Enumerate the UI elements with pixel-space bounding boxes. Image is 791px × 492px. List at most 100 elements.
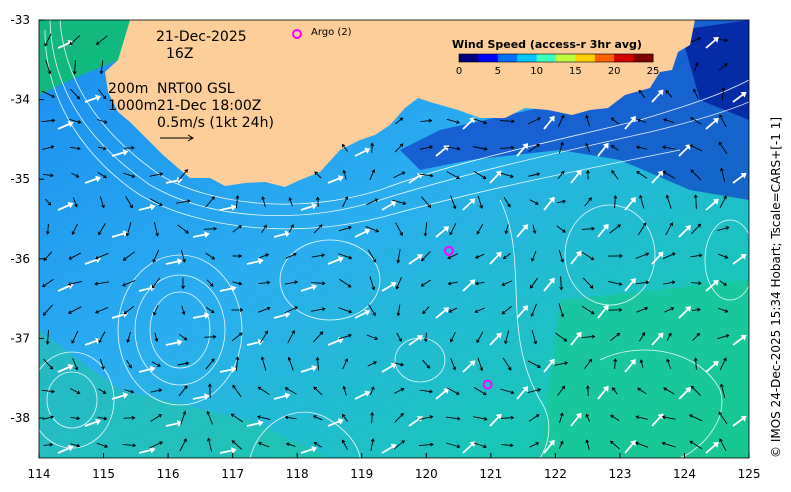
current-vector <box>473 416 488 421</box>
wind-vector <box>84 337 101 346</box>
wind-vector <box>543 358 555 373</box>
current-vector <box>421 251 431 262</box>
current-vector <box>260 330 269 344</box>
current-vector <box>689 144 703 152</box>
date-label: 21-Dec-2025 <box>156 29 247 45</box>
current-vector <box>423 332 428 343</box>
scale-label: 0.5m/s (1kt 24h) <box>157 115 274 131</box>
current-vector <box>97 416 108 421</box>
current-vector <box>97 118 108 124</box>
colorbar-tick-label: 5 <box>494 66 501 77</box>
current-vector <box>422 306 430 315</box>
wind-vector <box>300 202 318 211</box>
current-vector <box>177 361 190 366</box>
current-vector <box>41 278 54 288</box>
wind-vector <box>165 420 183 427</box>
colorbar-segment <box>594 54 615 62</box>
colorbar-tick-label: 20 <box>607 66 621 77</box>
wind-vector <box>435 307 450 319</box>
current-vector <box>474 307 486 313</box>
current-vector <box>369 386 375 396</box>
current-vector <box>690 169 702 181</box>
wind-vector <box>111 149 129 157</box>
current-vector <box>123 415 136 420</box>
current-vector <box>370 142 375 153</box>
credit-text: © IMOS 24-Dec-2025 15:34 Hobart; Tscale=… <box>769 116 783 458</box>
wind-vector <box>624 439 636 454</box>
wind-vector <box>192 231 210 238</box>
current-vector <box>531 250 537 262</box>
current-vector <box>176 199 191 204</box>
current-vector <box>72 358 79 371</box>
current-vector <box>95 306 109 314</box>
wind-vector <box>462 279 476 292</box>
wind-vector <box>624 277 636 292</box>
lon-tick-label: 120 <box>415 467 438 481</box>
current-vector <box>232 225 242 233</box>
wind-vector <box>462 360 476 373</box>
current-vector <box>500 388 515 395</box>
current-vector <box>232 281 243 286</box>
wind-vector <box>516 386 529 400</box>
current-vector <box>153 304 159 316</box>
current-vector <box>584 358 593 369</box>
current-vector <box>477 357 484 372</box>
current-vector <box>474 281 485 286</box>
current-vector <box>205 196 215 208</box>
current-vector <box>41 389 55 394</box>
current-vector <box>257 386 270 396</box>
current-vector <box>719 114 727 128</box>
current-vector <box>149 172 164 177</box>
wind-vector <box>300 445 318 454</box>
plot-frame <box>38 19 750 459</box>
current-vector <box>338 307 353 314</box>
current-vector <box>664 307 675 313</box>
current-vector <box>69 146 81 151</box>
wind-vector <box>732 91 747 103</box>
current-vector <box>367 249 377 263</box>
lat-tick-label: -35 <box>10 172 30 186</box>
current-vector <box>638 89 646 98</box>
current-vector <box>95 35 108 45</box>
lon-tick-label: 114 <box>28 467 51 481</box>
wind-vector <box>192 393 210 400</box>
current-vector <box>446 171 460 179</box>
lon-tick-label: 121 <box>479 467 502 481</box>
current-vector <box>528 172 541 177</box>
current-vector <box>663 387 675 395</box>
current-vector <box>284 415 297 420</box>
current-vector <box>446 442 461 449</box>
current-vector <box>394 387 405 394</box>
current-vector <box>180 249 186 263</box>
current-vector <box>312 415 323 421</box>
current-vector <box>473 146 488 151</box>
current-vector <box>529 199 539 205</box>
wind-vector <box>732 334 747 346</box>
wind-vector <box>651 251 664 265</box>
depth-deep-label: 1000m <box>108 98 158 114</box>
wind-vector <box>516 224 529 238</box>
current-vector <box>609 440 620 450</box>
current-vector <box>610 332 621 342</box>
wind-vector <box>327 418 344 427</box>
current-vector <box>338 253 353 260</box>
wind-vector <box>678 387 692 400</box>
lon-tick-label: 123 <box>608 467 631 481</box>
wind-vector <box>732 415 747 427</box>
current-vector <box>392 199 407 206</box>
wind-vector <box>138 446 156 454</box>
argo-float-marker[interactable] <box>482 379 493 390</box>
current-vector <box>581 334 596 339</box>
wind-vector <box>435 226 450 238</box>
wind-vector <box>543 115 555 130</box>
current-vector <box>96 442 109 448</box>
wind-vector <box>570 250 582 265</box>
argo-float-marker[interactable] <box>443 245 454 256</box>
lat-tick-label: -37 <box>10 331 30 345</box>
lat-tick-label: -36 <box>10 252 30 266</box>
current-vector <box>690 117 702 125</box>
current-vector <box>154 332 159 343</box>
current-vector <box>450 358 457 371</box>
current-vector <box>97 146 107 151</box>
current-vector <box>559 412 564 423</box>
